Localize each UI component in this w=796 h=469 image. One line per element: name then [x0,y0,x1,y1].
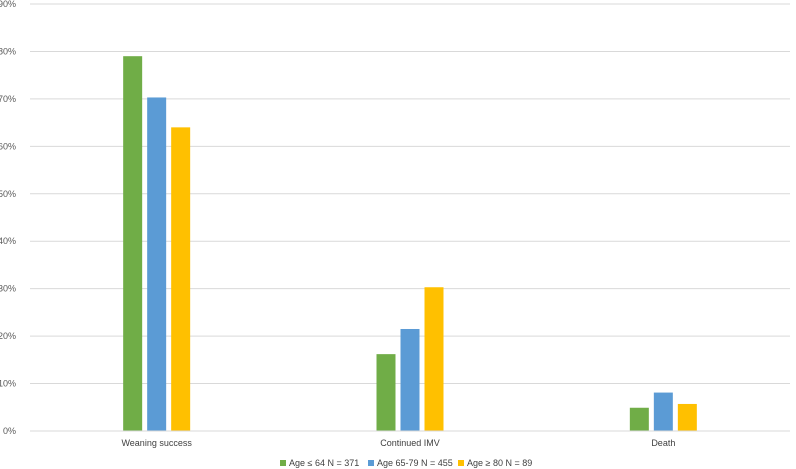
legend-swatch-1 [280,460,286,466]
legend-label-1: Age ≤ 64 N = 371 [289,458,359,468]
bar-1-2 [376,354,396,431]
legend-label-3: Age ≥ 80 N = 89 [467,458,532,468]
bar-2-3 [653,392,673,431]
bar-2-2 [400,328,420,431]
x-category-label: Death [651,438,675,448]
bar-3-2 [424,287,444,431]
bar-1-3 [629,407,649,431]
y-tick-label: 10% [0,379,16,389]
y-tick-label: 30% [0,284,16,294]
y-tick-label: 0% [3,426,16,436]
x-category-label: Continued IMV [380,438,440,448]
y-tick-label: 60% [0,141,16,151]
bar-1-1 [123,56,143,431]
x-category-label: Weaning success [121,438,192,448]
legend-swatch-3 [458,460,464,466]
x-axis-category-labels: Weaning success Continued IMV Death [121,438,675,448]
gridlines [30,3,790,385]
bar-2-1 [147,97,167,432]
bar-3-3 [677,403,697,431]
legend: Age ≤ 64 N = 371 Age 65-79 N = 455 Age ≥ 8… [280,458,532,468]
y-tick-label: 20% [0,331,16,341]
bars [123,56,697,432]
y-tick-label: 40% [0,236,16,246]
y-axis-tick-labels: 0% 10% 20% 30% 40% 50% 60% 70% 80% 90% [0,0,16,436]
legend-swatch-2 [368,460,374,466]
y-tick-label: 80% [0,46,16,56]
y-tick-label: 50% [0,189,16,199]
legend-label-2: Age 65-79 N = 455 [377,458,453,468]
y-tick-label: 70% [0,94,16,104]
bar-3-1 [171,127,191,431]
y-tick-label: 90% [0,0,16,9]
